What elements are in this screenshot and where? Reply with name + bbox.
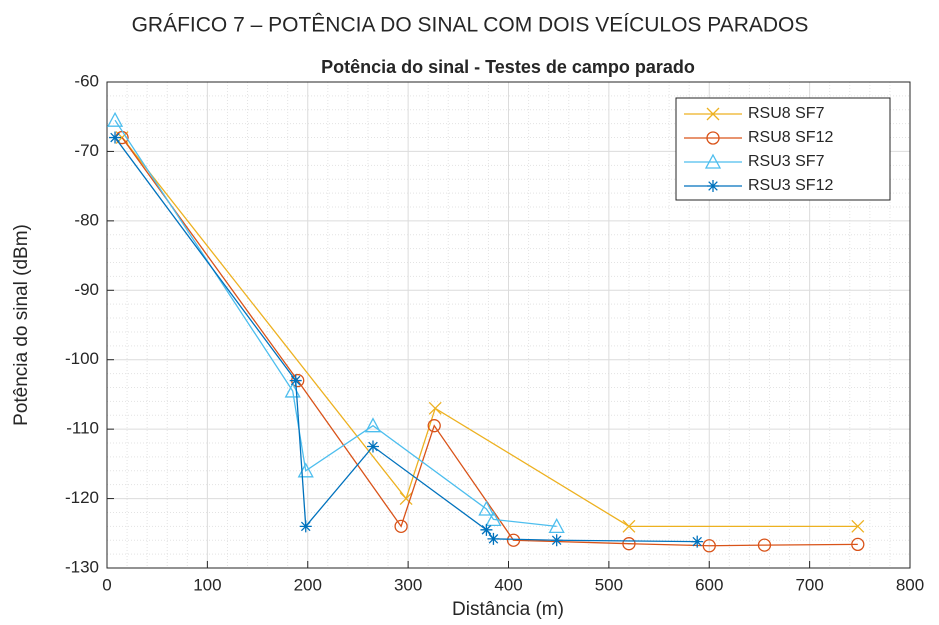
y-tick-label: -60	[74, 71, 99, 90]
data-point	[550, 534, 563, 547]
data-point	[428, 401, 442, 415]
x-tick-label: 0	[102, 575, 111, 594]
x-tick-label: 500	[595, 575, 623, 594]
data-point	[399, 492, 413, 506]
legend-marker	[707, 180, 719, 192]
y-tick-label: -110	[66, 419, 99, 438]
legend-label: RSU8 SF12	[748, 129, 833, 146]
x-tick-label: 800	[896, 575, 924, 594]
data-point	[480, 523, 493, 536]
series-line	[114, 119, 557, 527]
legend-label: RSU3 SF7	[748, 153, 825, 170]
data-point	[757, 538, 772, 552]
x-axis-label: Distância (m)	[452, 599, 564, 620]
series-line	[114, 137, 698, 543]
x-tick-label: 300	[394, 575, 422, 594]
data-point	[622, 519, 636, 533]
y-axis-label: Potência do sinal (dBm)	[11, 224, 32, 426]
data-point	[487, 532, 500, 545]
y-tick-label: -120	[65, 488, 99, 507]
x-tick-label: 100	[193, 575, 221, 594]
data-point	[109, 131, 122, 144]
data-point	[394, 519, 408, 533]
data-point	[702, 539, 716, 553]
data-point	[851, 519, 865, 533]
data-point	[691, 535, 704, 548]
data-point	[478, 500, 495, 516]
data-point	[622, 537, 636, 551]
data-point	[548, 517, 565, 533]
x-tick-label: 200	[294, 575, 322, 594]
data-point	[364, 417, 382, 433]
data-point	[485, 511, 502, 527]
legend-marker	[704, 153, 722, 169]
y-tick-label: -100	[65, 349, 99, 368]
data-point	[106, 111, 124, 127]
legend-marker	[706, 107, 720, 121]
data-point	[366, 440, 379, 453]
data-point	[427, 419, 441, 433]
chart-title: Potência do sinal - Testes de campo para…	[321, 57, 695, 77]
legend-marker	[706, 131, 720, 145]
data-point	[851, 537, 865, 552]
y-tick-label: -90	[74, 280, 99, 299]
legend: RSU8 SF7 RSU8 SF12 RSU3 SF7 RSU3 SF12	[675, 97, 891, 201]
data-point	[299, 520, 312, 533]
y-tick-label: -70	[74, 141, 99, 160]
legend-label: RSU8 SF7	[748, 105, 825, 122]
x-tick-label: 600	[695, 575, 723, 594]
x-tick-label: 700	[795, 575, 823, 594]
y-tick-label: -130	[65, 557, 99, 576]
caption: GRÁFICO 7 – POTÊNCIA DO SINAL COM DOIS V…	[132, 14, 809, 37]
y-tick-label: -80	[74, 210, 99, 229]
data-point	[289, 374, 302, 387]
series-line	[121, 137, 858, 547]
x-tick-label: 400	[494, 575, 522, 594]
plot-frame	[106, 81, 911, 569]
legend-label: RSU3 SF12	[748, 177, 833, 194]
data-point	[506, 533, 521, 547]
